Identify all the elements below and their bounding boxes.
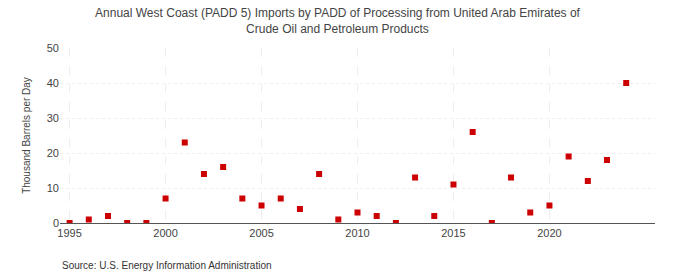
svg-text:30: 30 — [47, 112, 59, 124]
svg-text:20: 20 — [47, 147, 59, 159]
svg-text:2020: 2020 — [537, 227, 561, 239]
svg-text:50: 50 — [47, 42, 59, 54]
svg-text:0: 0 — [53, 217, 59, 229]
svg-text:40: 40 — [47, 77, 59, 89]
svg-text:2000: 2000 — [153, 227, 177, 239]
svg-text:10: 10 — [47, 182, 59, 194]
svg-text:2015: 2015 — [441, 227, 465, 239]
svg-text:1995: 1995 — [57, 227, 81, 239]
svg-text:2005: 2005 — [249, 227, 273, 239]
svg-text:Source: U.S. Energy Informatio: Source: U.S. Energy Information Administ… — [62, 260, 272, 271]
svg-text:2010: 2010 — [345, 227, 369, 239]
svg-text:Annual West Coast (PADD 5) Imp: Annual West Coast (PADD 5) Imports by PA… — [95, 6, 581, 36]
svg-text:Thousand Barrels per Day: Thousand Barrels per Day — [21, 77, 32, 194]
